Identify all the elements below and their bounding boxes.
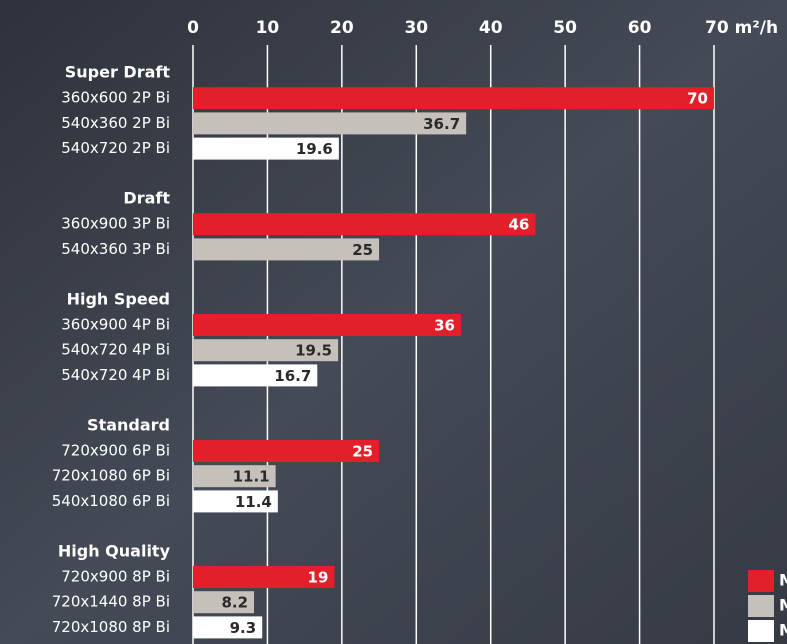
row-label: 720x900 8P Bi <box>61 568 170 586</box>
page: {"chart_data": {"type": "bar", "series":… <box>0 0 787 644</box>
x-tick-label: 20 <box>330 18 354 38</box>
row-label: 540x360 2P Bi <box>61 114 170 132</box>
legend-label: M <box>779 621 787 640</box>
chart: 0 10 20 30 40 50 60 70 m²/h Super Draft 360x600 2… <box>0 0 787 644</box>
row-label: 540x720 4P Bi <box>61 341 170 359</box>
group-title: Super Draft <box>65 63 171 82</box>
value-label: 36 <box>434 317 455 335</box>
x-tick-label: 70 m²/h <box>705 18 778 38</box>
value-label: 36.7 <box>423 115 460 133</box>
value-label: 9.3 <box>230 619 257 637</box>
row-label: 360x600 2P Bi <box>61 89 170 107</box>
row-label: 540x720 4P Bi <box>61 366 170 384</box>
bar <box>193 314 461 336</box>
group-title: High Quality <box>58 541 171 560</box>
value-label: 25 <box>352 241 373 259</box>
value-label: 8.2 <box>221 594 248 612</box>
bar <box>193 213 535 235</box>
value-label: 19.6 <box>296 140 333 158</box>
legend-swatch <box>748 570 774 592</box>
x-tick-label: 50 <box>553 18 577 38</box>
value-label: 11.4 <box>235 493 272 511</box>
bar <box>193 238 379 260</box>
x-tick-label: 60 <box>628 18 652 38</box>
group-title: Standard <box>87 415 170 434</box>
row-label: 360x900 4P Bi <box>61 316 170 334</box>
x-tick-label: 0 <box>187 18 199 38</box>
value-label: 46 <box>508 216 529 234</box>
value-label: 70 <box>687 90 708 108</box>
row-label: 720x1440 8P Bi <box>52 593 170 611</box>
group-title: High Speed <box>67 289 170 308</box>
row-label: 720x1080 8P Bi <box>52 618 170 636</box>
row-label: 720x1080 6P Bi <box>52 467 170 485</box>
group-title: Draft <box>123 189 170 208</box>
row-label: 540x720 2P Bi <box>61 139 170 157</box>
value-label: 19.5 <box>295 342 332 360</box>
value-label: 11.1 <box>233 468 270 486</box>
row-label: 360x900 3P Bi <box>61 215 170 233</box>
x-tick-label: 10 <box>256 18 280 38</box>
value-label: 19 <box>308 569 329 587</box>
legend-swatch <box>748 620 774 642</box>
row-label: 720x900 6P Bi <box>61 442 170 460</box>
x-tick-label: 30 <box>404 18 428 38</box>
bar <box>193 87 714 109</box>
row-label: 540x360 3P Bi <box>61 240 170 258</box>
value-label: 25 <box>352 443 373 461</box>
row-label: 540x1080 6P Bi <box>52 492 170 510</box>
legend-label: M <box>779 571 787 590</box>
value-label: 16.7 <box>274 367 311 385</box>
legend-swatch <box>748 595 774 617</box>
bar <box>193 440 379 462</box>
x-tick-label: 40 <box>479 18 503 38</box>
legend-label: M <box>779 596 787 615</box>
